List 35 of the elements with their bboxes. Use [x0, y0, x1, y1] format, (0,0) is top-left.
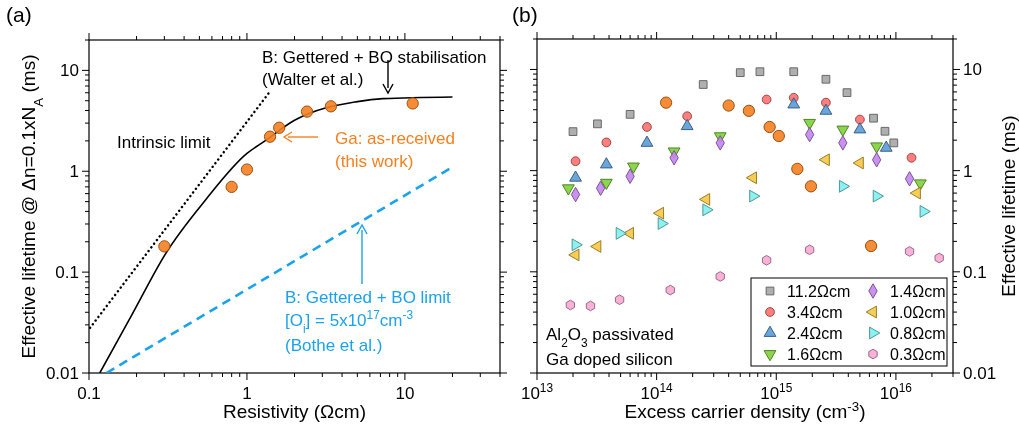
- legend-label: 3.4Ωcm: [787, 304, 843, 321]
- legend-label: 2.4Ωcm: [787, 325, 843, 342]
- legend-label: 1.4Ωcm: [890, 283, 946, 300]
- annotation: Ga doped silicon: [546, 350, 673, 369]
- chart-title: (b): [512, 3, 538, 26]
- annotation: Intrinsic limit: [117, 133, 211, 152]
- legend-label: 1.6Ωcm: [787, 346, 843, 363]
- annotation: (Walter et al.): [262, 70, 364, 89]
- annotation: Ga: as-received: [335, 129, 455, 148]
- annotation: Al$_{2}$O$_{3}$ passivated: [546, 325, 674, 350]
- y-tick-label: 10: [963, 60, 982, 80]
- annotation: B: Gettered + BO limit: [285, 288, 452, 307]
- legend-label: 11.2Ωcm: [787, 283, 851, 300]
- y-tick-label: 1: [69, 162, 79, 182]
- annotation: [O$_{i}$] = 5x10$^{17}$cm$^{-3}$: [285, 308, 414, 336]
- x-tick-label: 1: [242, 384, 252, 403]
- x-tick-label: 10$^{16}$: [879, 381, 913, 403]
- legend-label: 1.0Ωcm: [890, 304, 946, 321]
- y-tick-label: 0.01: [963, 364, 997, 383]
- y-axis-title: Effective lifetime (ms): [998, 115, 1019, 297]
- x-tick-label: 10: [395, 384, 415, 403]
- legend-label: 0.3Ωcm: [890, 346, 946, 363]
- x-tick-label: 0.1: [77, 384, 101, 403]
- y-tick-label: 0.1: [55, 263, 79, 283]
- annotation: (Bothe et al.): [285, 336, 383, 355]
- annotation: (this work): [335, 152, 414, 171]
- y-tick-label: 10: [60, 61, 79, 81]
- x-axis-title: Resistivity (Ωcm): [223, 401, 366, 422]
- chart-title: (a): [6, 3, 32, 26]
- x-tick-label: 10$^{13}$: [520, 381, 554, 403]
- y-tick-label: 0.01: [45, 364, 79, 383]
- y-tick-label: 0.1: [963, 262, 987, 282]
- legend-label: 0.8Ωcm: [890, 325, 946, 342]
- y-tick-label: 1: [963, 161, 973, 181]
- annotation: B: Gettered + BO stabilisation: [262, 48, 487, 67]
